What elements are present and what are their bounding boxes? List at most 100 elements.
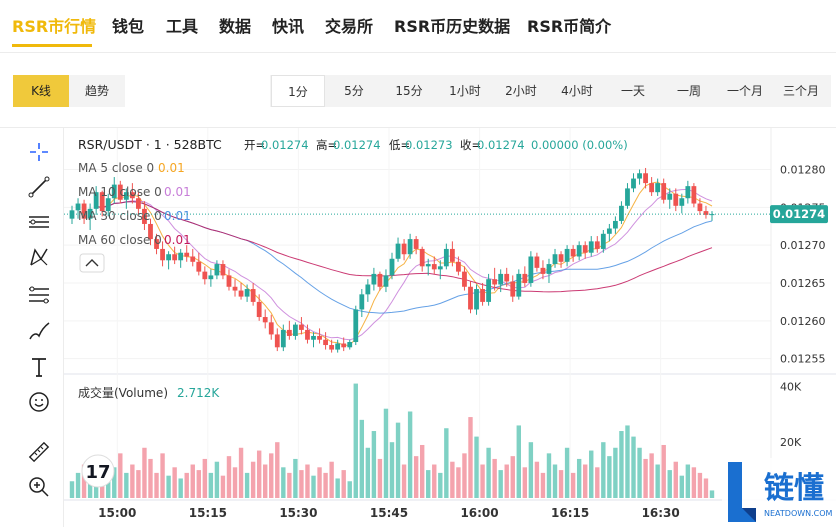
candle-body	[582, 245, 588, 253]
emoji-icon[interactable]	[24, 387, 54, 417]
candle-body	[407, 239, 413, 255]
legend-collapse-button[interactable]	[79, 253, 105, 273]
interval-5[interactable]: 4小时	[561, 84, 593, 98]
candle-body	[516, 273, 522, 297]
svg-text:0.01274: 0.01274	[773, 207, 825, 221]
nav-item-2[interactable]: 工具	[166, 17, 199, 36]
volume-bar	[438, 472, 443, 498]
volume-bar	[432, 464, 437, 498]
candle-body	[661, 183, 667, 200]
candle-body	[395, 243, 401, 259]
nav-item-4[interactable]: 快讯	[272, 17, 305, 36]
volume-bar	[583, 464, 588, 498]
open-value: 0.01274	[261, 138, 309, 152]
crosshair-icon[interactable]	[24, 137, 54, 167]
volume-bar	[498, 470, 503, 498]
candle-body	[371, 273, 377, 285]
candle-body	[154, 239, 159, 249]
nav-item-3[interactable]: 数据	[219, 17, 252, 36]
nav-item-5[interactable]: 交易所	[325, 17, 374, 36]
ruler-icon[interactable]	[24, 437, 54, 467]
nav-item-1[interactable]: 钱包	[112, 17, 145, 36]
volume-bar	[244, 472, 250, 498]
nav-item-0[interactable]: RSR市行情	[12, 17, 97, 36]
volume-bar	[323, 472, 328, 498]
volume-bar	[667, 470, 672, 498]
x-tick-label: 15:15	[189, 506, 227, 520]
pattern-icon[interactable]	[24, 242, 54, 272]
candle-body	[685, 186, 691, 199]
interval-0[interactable]: 1分	[271, 75, 325, 107]
nav-item-7[interactable]: RSR币简介	[527, 17, 612, 36]
candle-body	[190, 256, 196, 262]
candle-body	[317, 335, 322, 340]
candle-body	[117, 184, 123, 200]
volume-bar	[419, 444, 425, 498]
symbol-label: RSR/USDT · 1 · 528BTC	[78, 137, 222, 152]
volume-bar	[293, 458, 298, 498]
volume-bar	[69, 481, 75, 498]
candle-body	[462, 271, 467, 287]
volume-bar	[552, 464, 558, 498]
volume-bar	[353, 383, 358, 498]
candle-body	[208, 275, 214, 280]
volume-bar	[389, 442, 395, 498]
price-chart[interactable]: 0.012800.012750.012700.012650.012600.012…	[64, 128, 836, 527]
candle-body	[202, 271, 208, 280]
candle-body	[347, 342, 353, 348]
close-value: 0.01274	[477, 138, 525, 152]
candle-body	[643, 173, 648, 184]
text-tool-icon[interactable]	[24, 352, 54, 382]
fib-levels-icon[interactable]	[24, 280, 54, 310]
interval-1[interactable]: 5分	[344, 84, 364, 98]
volume-bar	[172, 467, 177, 498]
volume-bar	[250, 461, 256, 498]
interval-7[interactable]: 一周	[676, 84, 701, 98]
low-value: 0.01273	[405, 138, 453, 152]
candle-body	[335, 343, 341, 350]
interval-6[interactable]: 一天	[620, 84, 645, 98]
candle-body	[178, 252, 184, 261]
candle-body	[534, 256, 540, 268]
nav-item-6[interactable]: RSR币历史数据	[394, 17, 511, 36]
volume-bar	[142, 447, 147, 498]
candle-body	[93, 192, 99, 209]
candle-body	[196, 261, 202, 272]
interval-4[interactable]: 2小时	[505, 84, 537, 98]
horizontal-lines-icon[interactable]	[24, 207, 54, 237]
interval-2[interactable]: 15分	[395, 84, 423, 98]
tab-trend[interactable]: 趋势	[69, 75, 125, 107]
volume-bar	[118, 453, 123, 498]
candle-body	[606, 228, 612, 234]
volume-tick-label: 20K	[780, 436, 802, 449]
candle-body	[274, 334, 280, 348]
chevron-up-icon	[85, 259, 99, 267]
candle-body	[691, 186, 697, 204]
candle-body	[268, 322, 274, 335]
candle-body	[401, 243, 407, 255]
trend-line-icon[interactable]	[24, 172, 54, 202]
change-value: 0.00000 (0.00%)	[531, 138, 628, 152]
volume-bar	[305, 464, 310, 498]
volume-bar	[407, 411, 413, 498]
interval-8[interactable]: 一个月	[726, 84, 763, 98]
candle-body	[588, 241, 594, 253]
brush-icon[interactable]	[24, 316, 54, 346]
volume-bar	[371, 431, 377, 498]
drawing-toolbar	[20, 132, 60, 527]
candle-body	[492, 279, 498, 285]
interval-9[interactable]: 三个月	[782, 84, 819, 98]
y-tick-label: 0.01260	[780, 315, 826, 328]
candle-body	[129, 192, 135, 199]
candle-body	[528, 256, 534, 283]
volume-bar	[504, 464, 509, 498]
volume-bar	[166, 475, 171, 498]
zoom-in-icon[interactable]	[24, 472, 54, 502]
volume-bar	[75, 472, 81, 498]
volume-bar	[317, 467, 322, 498]
candle-body	[456, 261, 461, 272]
interval-3[interactable]: 1小时	[449, 84, 481, 98]
volume-bar	[486, 447, 491, 498]
candle-body	[625, 188, 630, 206]
tab-kline[interactable]: K线	[13, 75, 69, 107]
